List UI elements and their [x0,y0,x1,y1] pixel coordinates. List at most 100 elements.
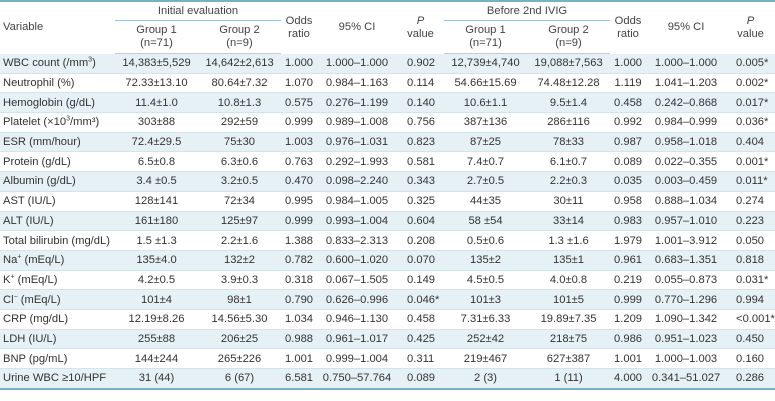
group1-initial-cell: 11.4±1.0 [115,92,198,114]
group2-before-cell: 74.48±12.28 [527,73,611,94]
ci-initial-cell: 0.993–1.004 [317,211,398,232]
table-row: Platelet (×103/mm³) 303±88 292±59 0.999 0.98… [0,112,775,133]
odds-ratio-before-cell: 1.119 [610,73,647,94]
ci-initial-cell: 0.999–1.004 [317,348,398,369]
p-value-initial-cell: 0.089 [397,368,445,390]
before-2nd-ivig-header: Before 2nd IVIG [444,1,611,21]
group1-initial-cell: 14,383±5,529 [115,53,198,74]
odds-ratio-before-cell: 0.458 [610,92,647,114]
group2-initial-cell: 3.2±0.5 [198,171,282,192]
ci-before-cell: 0.003–0.459 [646,171,727,192]
p-value-before-cell: 0.404 [726,132,775,153]
group2-initial-cell: 6.3±0.6 [198,151,282,173]
ci-before-cell: 1.041–1.203 [646,73,727,94]
odds-ratio-before-cell: 0.219 [610,270,647,291]
p-value-initial-cell: 0.070 [397,250,445,271]
odds-ratio-before-cell: 1.001 [610,348,647,369]
group1-before-cell: 2.7±0.5 [444,171,528,192]
odds-ratio-before-cell: 0.958 [610,191,647,212]
group2-initial-cell: 3.9±0.3 [198,270,282,291]
ci-before-cell: 1.000–1.000 [646,53,727,74]
ci-before-cell: 0.055–0.873 [646,270,727,291]
table-row: Na+ (mEq/L) 135±4.0 132±2 0.782 0.600–1.020 0… [0,250,775,271]
group1-initial-cell: 72.33±13.10 [115,73,198,94]
odds-ratio-before-cell: 0.035 [610,171,647,192]
group1-before-cell: 252±42 [444,329,528,350]
p-value-before-cell: 0.050 [726,230,775,251]
group1-before-cell: 387±136 [444,112,528,133]
p-value-initial-cell: 0.823 [397,132,445,153]
odds-ratio-before-cell: 1.000 [610,53,647,74]
p-value-before-cell: 0.017* [726,92,775,114]
p-value-before-cell: 0.002* [726,73,775,94]
ci-before-cell: 0.341–51.027 [646,368,727,390]
group2-before-cell: 19,088±7,563 [527,53,611,74]
p-value-initial-cell: 0.343 [397,171,445,192]
ci-initial-cell: 0.946–1.130 [317,309,398,330]
odds-ratio-initial-cell: 0.763 [281,151,318,173]
odds-ratio-before-cell: 4.000 [610,368,647,390]
variable-cell: Total bilirubin (mg/dL) [0,230,115,251]
group1-initial-cell: 3.4 ±0.5 [115,171,198,192]
group2-before-cell: 627±387 [527,348,611,369]
odds-ratio-initial-cell: 0.782 [281,250,318,271]
odds-ratio-before-cell: 1.209 [610,309,647,330]
variable-column-header: Variable [3,21,44,34]
ci-initial-cell: 1.000–1.000 [317,53,398,74]
group2-before-cell: 286±116 [527,112,611,133]
group2-initial-cell: 265±226 [198,348,282,369]
group2-before-cell: 135±1 [527,250,611,271]
variable-cell: Platelet (×103/mm³) [0,112,115,133]
ci-initial-cell: 0.961–1.017 [317,329,398,350]
table-row: Albumin (g/dL) 3.4 ±0.5 3.2±0.5 0.470 0.098–… [0,171,775,192]
group2-header: Group 2 (n=9) [198,20,282,54]
odds-ratio-before-cell: 0.089 [610,151,647,173]
group1-before-cell: 0.5±0.6 [444,230,528,251]
group1-before-cell: 54.66±15.69 [444,73,528,94]
odds-ratio-initial-cell: 0.988 [281,329,318,350]
initial-evaluation-header: Initial evaluation [115,1,282,21]
variable-cell: CRP (mg/dL) [0,309,115,330]
odds-ratio-header: Odds ratio [285,14,313,40]
p-value-initial-cell: 0.604 [397,211,445,232]
group1-initial-cell: 6.5±0.8 [115,151,198,173]
group2-initial-cell: 125±97 [198,211,282,232]
p-value-before-cell: 0.005* [726,53,775,74]
group1-before-cell: 44±35 [444,191,528,212]
ci-initial-cell: 0.626–0.996 [317,289,398,310]
group2-before-cell: 78±33 [527,132,611,153]
group1-before-cell: 87±25 [444,132,528,153]
group1-before-cell: 7.4±0.7 [444,151,528,173]
p-value-initial-cell: 0.140 [397,92,445,114]
variable-cell: LDH (IU/L) [0,329,115,350]
group1-initial-cell: 1.5 ±1.3 [115,230,198,251]
table-row: Protein (g/dL) 6.5±0.8 6.3±0.6 0.763 0.292–1… [0,151,775,173]
ci-initial-cell: 0.976–1.031 [317,132,398,153]
group1-before-cell: 219±467 [444,348,528,369]
table-row: Neutrophil (%) 72.33±13.10 80.64±7.32 1.070… [0,73,775,94]
table-row: ESR (mm/hour) 72.4±29.5 75±30 1.003 0.976–1.… [0,132,775,153]
variable-cell: Protein (g/dL) [0,151,115,173]
odds-ratio-initial-cell: 1.003 [281,132,318,153]
p-value-initial-cell: 0.902 [397,53,445,74]
odds-ratio-initial-cell: 0.470 [281,171,318,192]
variable-cell: Na+ (mEq/L) [0,250,115,271]
group1-before-cell: 12,739±4,740 [444,53,528,74]
group1-initial-cell: 101±4 [115,289,198,310]
odds-ratio-before-cell: 0.986 [610,329,647,350]
odds-ratio-initial-cell: 1.388 [281,230,318,251]
odds-ratio-initial-cell: 1.000 [281,53,318,74]
ci-before-cell: 1.090–1.342 [646,309,727,330]
group2-initial-cell: 14.56±5.30 [198,309,282,330]
group2-initial-cell: 98±1 [198,289,282,310]
p-value-initial-cell: 0.114 [397,73,445,94]
p-value-before-cell: 0.001* [726,151,775,173]
group2-initial-cell: 206±25 [198,329,282,350]
group1-initial-cell: 161±180 [115,211,198,232]
group1-initial-cell: 31 (44) [115,368,198,390]
table-row: K+ (mEq/L) 4.2±0.5 3.9±0.3 0.318 0.067–1.505… [0,270,775,291]
group2-initial-cell: 80.64±7.32 [198,73,282,94]
odds-ratio-initial-cell: 0.995 [281,191,318,212]
group1-initial-cell: 135±4.0 [115,250,198,271]
